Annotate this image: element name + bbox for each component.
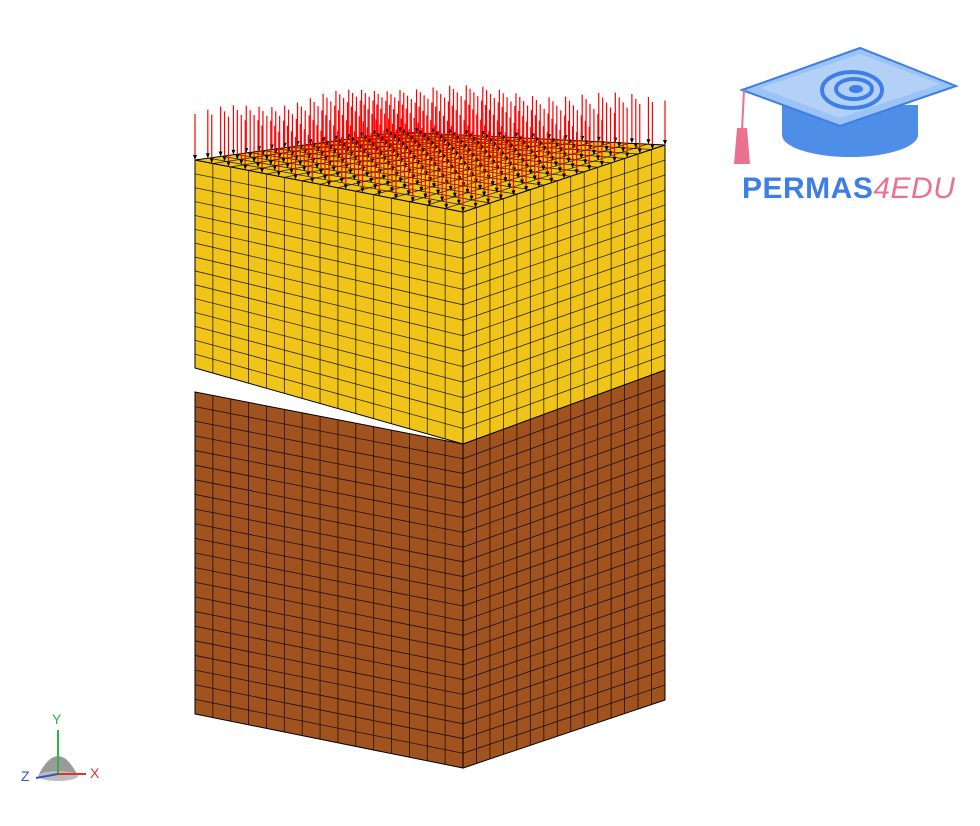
z-axis	[35, 773, 59, 779]
permas4edu-logo	[734, 46, 959, 164]
x-axis-label: X	[90, 765, 100, 781]
logo-text: PERMAS4EDU	[742, 172, 956, 205]
swirl-icon	[820, 70, 884, 110]
load-arrows	[193, 85, 667, 212]
coordinate-triad: Y X Z	[21, 711, 100, 784]
z-axis-label: Z	[21, 768, 30, 784]
lower-block	[194, 369, 666, 769]
y-axis-label: Y	[52, 711, 62, 727]
